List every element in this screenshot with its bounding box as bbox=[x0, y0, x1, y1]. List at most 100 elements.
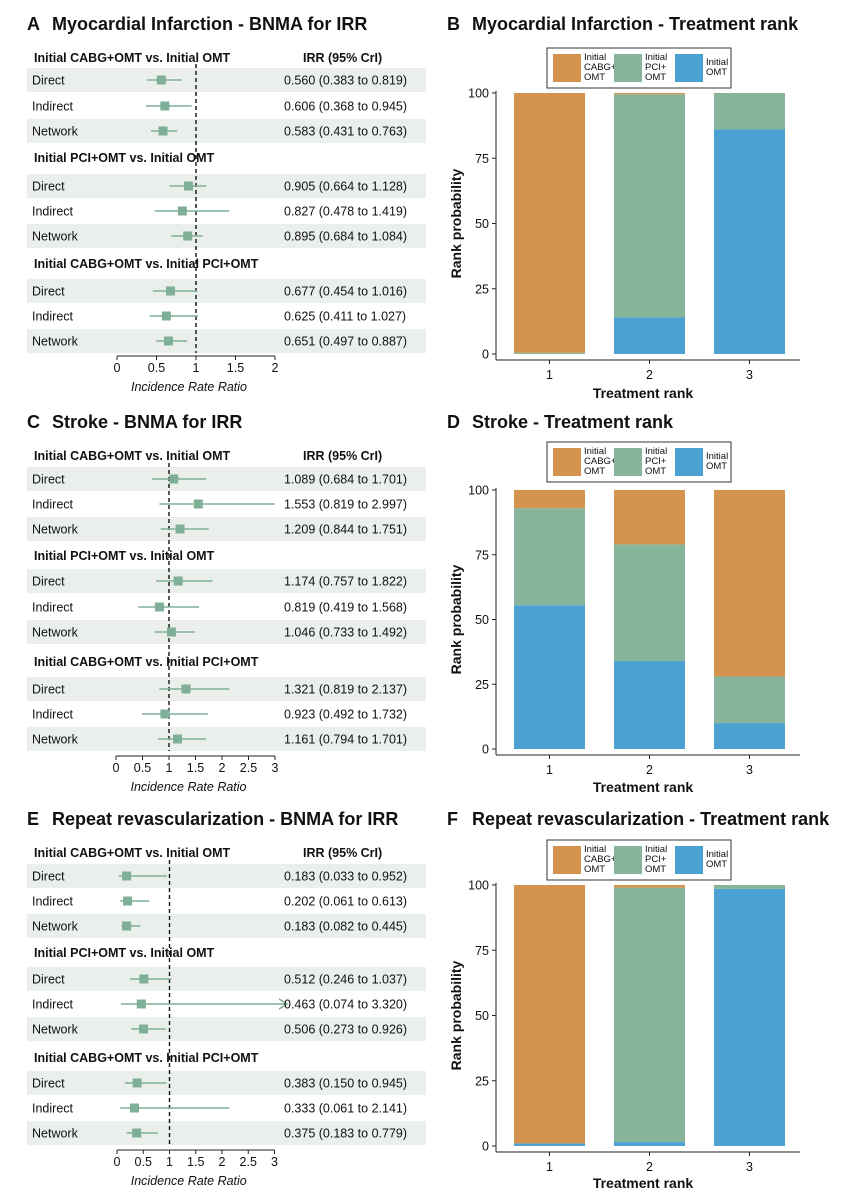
legend-label: OMT bbox=[645, 864, 666, 875]
tick-label: 3 bbox=[271, 1155, 278, 1169]
point-estimate bbox=[136, 999, 146, 1009]
estimate-type-label: Direct bbox=[32, 473, 65, 487]
tick-label: 3 bbox=[746, 368, 753, 382]
y-axis-label: Rank probability bbox=[448, 168, 464, 278]
bar-segment-omt bbox=[714, 723, 785, 749]
y-axis: 0 25 50 75 100 Rank probability bbox=[448, 87, 497, 362]
forest-panel-a: A Myocardial Infarction - BNMA for IRR IRR… bbox=[27, 14, 426, 394]
legend-label: OMT bbox=[584, 466, 605, 477]
irr-value-text: 1.209 (0.844 to 1.751) bbox=[284, 523, 407, 537]
estimate-type-label: Direct bbox=[32, 575, 65, 589]
estimate-type-label: Direct bbox=[32, 74, 65, 88]
point-estimate bbox=[181, 684, 191, 694]
bar-segment-pci bbox=[714, 93, 785, 130]
irr-column-header: IRR (95% CrI) bbox=[303, 449, 382, 463]
legend-label: OMT bbox=[706, 859, 727, 870]
tick-label: 0.5 bbox=[134, 761, 151, 775]
tick-label: 0 bbox=[482, 743, 489, 757]
y-axis-label: Rank probability bbox=[448, 960, 464, 1070]
bar-segment-omt bbox=[714, 888, 785, 1146]
point-estimate bbox=[158, 126, 168, 136]
point-estimate bbox=[122, 871, 132, 881]
irr-value-text: 0.895 (0.684 to 1.084) bbox=[284, 230, 407, 244]
panel-title: Repeat revascularization - BNMA for IRR bbox=[52, 809, 398, 829]
x-axis-label: Treatment rank bbox=[593, 385, 694, 401]
irr-value-text: 0.677 (0.454 to 1.016) bbox=[284, 285, 407, 299]
point-estimate bbox=[177, 206, 187, 216]
x-axis: 1 2 3 Treatment rank bbox=[496, 754, 800, 795]
tick-label: 2 bbox=[219, 761, 226, 775]
rank-panel-d: D Stroke - Treatment rankInitialCABG+OMTI… bbox=[447, 412, 800, 795]
estimate-type-label: Network bbox=[32, 335, 79, 349]
estimate-type-label: Direct bbox=[32, 683, 65, 697]
row-band bbox=[27, 727, 426, 751]
ci-arrow-icon bbox=[278, 998, 289, 1010]
tick-label: 1 bbox=[546, 1160, 553, 1174]
legend-swatch bbox=[553, 448, 581, 476]
irr-value-text: 1.321 (0.819 to 2.137) bbox=[284, 683, 407, 697]
panel-letter: A bbox=[27, 14, 40, 34]
legend-label: CABG+ bbox=[584, 456, 617, 467]
tick-label: 3 bbox=[272, 761, 279, 775]
forest-panel-e: E Repeat revascularization - BNMA for IRR… bbox=[27, 809, 426, 1188]
point-estimate bbox=[132, 1078, 142, 1088]
comparison-label: Initial CABG+OMT vs. Initial PCI+OMT bbox=[34, 257, 259, 271]
tick-label: 75 bbox=[475, 152, 489, 166]
tick-label: 0.5 bbox=[148, 361, 165, 375]
tick-label: 0 bbox=[113, 761, 120, 775]
legend-label: Initial bbox=[706, 451, 728, 462]
bar-segment-omt bbox=[614, 317, 685, 354]
estimate-type-label: Direct bbox=[32, 1077, 65, 1091]
irr-column-header: IRR (95% CrI) bbox=[303, 51, 382, 65]
irr-value-text: 0.905 (0.664 to 1.128) bbox=[284, 180, 407, 194]
tick-label: 100 bbox=[468, 87, 489, 101]
irr-value-text: 0.827 (0.478 to 1.419) bbox=[284, 205, 407, 219]
row-band bbox=[27, 1071, 426, 1095]
point-estimate bbox=[183, 231, 193, 241]
tick-label: 0 bbox=[114, 1155, 121, 1169]
x-axis: 0 0.5 1 1.5 2 2.5 3 Incidence Rate Ratio bbox=[114, 1149, 278, 1188]
tick-label: 50 bbox=[475, 217, 489, 231]
x-axis-label: Treatment rank bbox=[593, 779, 694, 795]
point-estimate bbox=[160, 101, 170, 111]
bar-segment-omt bbox=[514, 605, 585, 749]
irr-value-text: 1.161 (0.794 to 1.701) bbox=[284, 733, 407, 747]
irr-value-text: 0.923 (0.492 to 1.732) bbox=[284, 708, 407, 722]
legend-label: PCI+ bbox=[645, 854, 667, 865]
tick-label: 1.5 bbox=[187, 761, 204, 775]
bar-segment-pci bbox=[714, 676, 785, 724]
tick-label: 2.5 bbox=[240, 761, 257, 775]
point-estimate bbox=[132, 1128, 142, 1138]
tick-label: 1.5 bbox=[187, 1155, 204, 1169]
comparison-label: Initial CABG+OMT vs. Initial OMT bbox=[34, 449, 231, 463]
row-band bbox=[27, 174, 426, 198]
estimate-type-label: Network bbox=[32, 230, 79, 244]
row-band bbox=[27, 467, 426, 491]
panel-title: Myocardial Infarction - BNMA for IRR bbox=[52, 14, 367, 34]
legend-label: CABG+ bbox=[584, 854, 617, 865]
tick-label: 2 bbox=[219, 1155, 226, 1169]
tick-label: 1 bbox=[166, 761, 173, 775]
panel-letter: C bbox=[27, 412, 40, 432]
forest-panel-c: C Stroke - BNMA for IRR IRR (95% CrI) Initi… bbox=[27, 412, 426, 794]
tick-label: 50 bbox=[475, 613, 489, 627]
estimate-type-label: Network bbox=[32, 1023, 79, 1037]
irr-value-text: 0.819 (0.419 to 1.568) bbox=[284, 601, 407, 615]
tick-label: 0 bbox=[482, 1140, 489, 1154]
legend-label: Initial bbox=[584, 52, 606, 63]
irr-value-text: 0.183 (0.033 to 0.952) bbox=[284, 870, 407, 884]
legend-label: PCI+ bbox=[645, 62, 667, 73]
bar-segment-omt bbox=[514, 1143, 585, 1146]
x-axis-label: Incidence Rate Ratio bbox=[130, 780, 246, 794]
legend-label: OMT bbox=[706, 461, 727, 472]
legend-swatch bbox=[675, 448, 703, 476]
bar-segment-cabg bbox=[614, 93, 685, 95]
bar-segment-cabg bbox=[714, 490, 785, 677]
tick-label: 75 bbox=[475, 944, 489, 958]
estimate-type-label: Network bbox=[32, 920, 79, 934]
point-estimate bbox=[166, 627, 176, 637]
legend-label: Initial bbox=[645, 52, 667, 63]
comparison-label: Initial CABG+OMT vs. Initial PCI+OMT bbox=[34, 1051, 259, 1065]
tick-label: 75 bbox=[475, 548, 489, 562]
